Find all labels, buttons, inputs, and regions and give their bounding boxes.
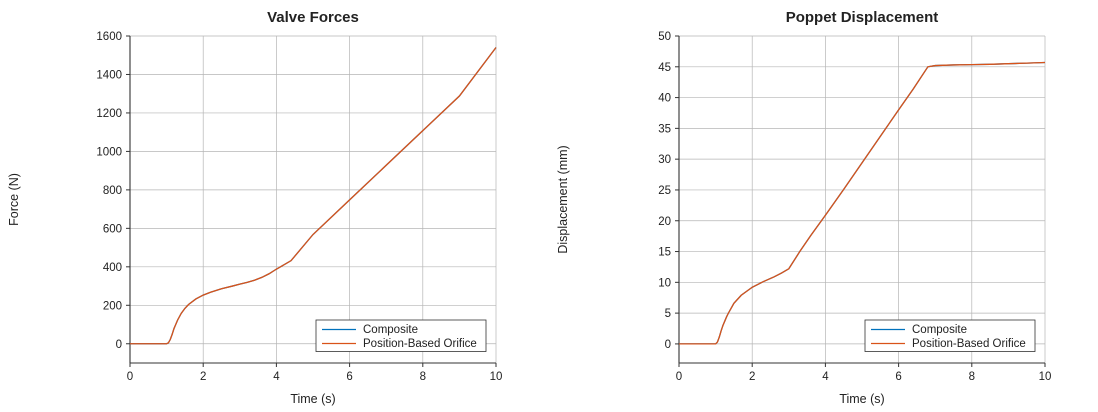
svg-text:Time (s): Time (s): [290, 392, 335, 406]
svg-text:10: 10: [490, 371, 503, 383]
svg-text:Composite: Composite: [363, 324, 418, 336]
svg-text:2: 2: [749, 371, 755, 383]
svg-text:8: 8: [420, 371, 426, 383]
svg-text:15: 15: [658, 247, 671, 259]
svg-text:800: 800: [103, 185, 122, 197]
svg-text:0: 0: [665, 339, 671, 351]
svg-text:Poppet Displacement: Poppet Displacement: [786, 9, 939, 26]
svg-text:5: 5: [665, 308, 671, 320]
svg-text:1600: 1600: [96, 31, 122, 43]
svg-text:0: 0: [127, 371, 133, 383]
svg-text:1200: 1200: [96, 108, 122, 120]
svg-text:6: 6: [346, 371, 352, 383]
svg-text:10: 10: [1039, 371, 1052, 383]
svg-text:8: 8: [969, 371, 975, 383]
svg-text:45: 45: [658, 62, 671, 74]
svg-text:0: 0: [116, 339, 122, 351]
svg-text:25: 25: [658, 185, 671, 197]
svg-text:1000: 1000: [96, 146, 122, 158]
svg-text:30: 30: [658, 154, 671, 166]
svg-text:400: 400: [103, 262, 122, 274]
svg-text:Composite: Composite: [912, 324, 967, 336]
svg-text:6: 6: [895, 371, 901, 383]
svg-text:600: 600: [103, 223, 122, 235]
svg-text:40: 40: [658, 93, 671, 105]
svg-text:Time (s): Time (s): [839, 392, 884, 406]
svg-text:Valve Forces: Valve Forces: [267, 9, 359, 26]
svg-text:35: 35: [658, 123, 671, 135]
svg-text:1400: 1400: [96, 69, 122, 81]
svg-text:200: 200: [103, 300, 122, 312]
svg-text:0: 0: [676, 371, 682, 383]
svg-text:2: 2: [200, 371, 206, 383]
svg-text:Position-Based Orifice: Position-Based Orifice: [912, 338, 1026, 350]
svg-text:4: 4: [822, 371, 829, 383]
svg-text:Displacement (mm): Displacement (mm): [556, 145, 570, 253]
svg-text:10: 10: [658, 277, 671, 289]
svg-text:Position-Based Orifice: Position-Based Orifice: [363, 338, 477, 350]
svg-text:20: 20: [658, 216, 671, 228]
svg-text:50: 50: [658, 31, 671, 43]
svg-text:4: 4: [273, 371, 280, 383]
svg-text:Force (N): Force (N): [7, 173, 21, 226]
